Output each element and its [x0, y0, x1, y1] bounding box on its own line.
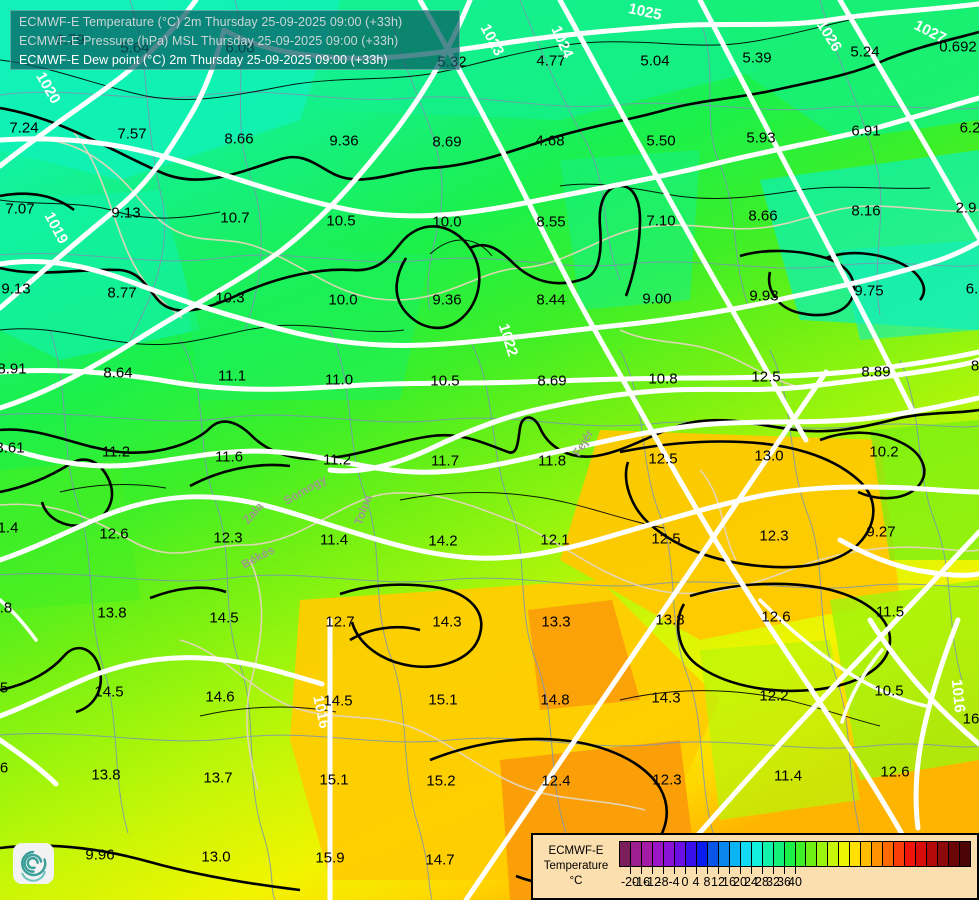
colorbar-swatch [707, 842, 719, 866]
colorbar-swatch [685, 842, 697, 866]
colorbar-tick-label: 32 [766, 875, 780, 889]
colorbar-tick-label: -12 [642, 875, 662, 889]
colorbar-tick [729, 867, 730, 874]
colorbar-tick-label: -20 [620, 875, 640, 889]
colorbar-tick-label: -16 [631, 875, 651, 889]
colorbar-swatch [872, 842, 884, 866]
colorbar-tick-label: 0 [681, 875, 689, 889]
colorbar-swatch [817, 842, 829, 866]
colorbar-tick-label: 4 [692, 875, 700, 889]
colorbar-swatch [839, 842, 851, 866]
colorbar-swatch [795, 842, 807, 866]
colorbar-tick-label: 12 [711, 875, 725, 889]
colorbar-swatch [630, 842, 642, 866]
colorbar-tick [795, 867, 796, 874]
colorbar-tick-label: 28 [755, 875, 769, 889]
colorbar-ticks [619, 867, 971, 875]
colorbar-swatch [773, 842, 785, 866]
colorbar-swatch [894, 842, 906, 866]
colorbar-tick [740, 867, 741, 874]
spiral-swirl-logo[interactable] [13, 843, 54, 884]
legend-caption-model: ECMWF-E [548, 845, 604, 857]
colorbar-tick-label: 40 [788, 875, 802, 889]
colorbar-tick-labels: -20 -16 -12 -8 -4 0 4 8 12 16 20 24 28 32 36 40 [619, 875, 971, 893]
colorbar-swatch [806, 842, 818, 866]
colorbar-tick [630, 867, 631, 874]
administrative-boundaries [0, 127, 979, 811]
colorbar-swatch [905, 842, 917, 866]
colorbar-tick [762, 867, 763, 874]
title-line-dewpoint: ECMWF-E Dew point (°C) 2m Thursday 25-09… [19, 53, 388, 67]
colorbar-tick [751, 867, 752, 874]
chart-title-box: ECMWF-E Temperature (°C) 2m Thursday 25-… [10, 10, 460, 70]
colorbar-swatch [620, 842, 631, 866]
legend-caption-unit: °C [569, 875, 583, 887]
title-line-temperature: ECMWF-E Temperature (°C) 2m Thursday 25-… [19, 15, 403, 29]
temperature-colorbar-legend: ECMWF-E Temperature °C -20 -16 -12 -8 -4 0 4 8 1… [531, 833, 979, 900]
colorbar-swatch [916, 842, 928, 866]
colorbar-tick-label: 16 [722, 875, 736, 889]
colorbar-swatch [652, 842, 664, 866]
colorbar-swatch [696, 842, 708, 866]
colorbar-swatch [740, 842, 752, 866]
colorbar-tick [663, 867, 664, 874]
colorbar-tick-label: 20 [733, 875, 747, 889]
colorbar-swatch [762, 842, 774, 866]
colorbar-swatch [938, 842, 950, 866]
colorbar-tick-label: -4 [668, 875, 680, 889]
colorbar-tick-label: -8 [657, 875, 669, 889]
colorbar-swatch [674, 842, 686, 866]
colorbar-swatch [861, 842, 873, 866]
colorbar-tick [674, 867, 675, 874]
colorbar-tick [784, 867, 785, 874]
pressure-isobars-secondary [0, 598, 928, 724]
colorbar-swatch [784, 842, 796, 866]
colorbar-tick [652, 867, 653, 874]
dewpoint-minor-contours [0, 13, 931, 727]
colorbar-tick [685, 867, 686, 874]
colorbar-swatch [850, 842, 862, 866]
colorbar-tick-label: 36 [777, 875, 791, 889]
colorbar-swatch [729, 842, 741, 866]
legend-caption: ECMWF-E Temperature °C [533, 835, 619, 898]
legend-caption-variable: Temperature [543, 860, 609, 872]
colorbar-swatch [641, 842, 653, 866]
colorbar-tick-label: 8 [703, 875, 711, 889]
colorbar-tick [707, 867, 708, 874]
colorbar-tick [696, 867, 697, 874]
colorbar-swatch [718, 842, 730, 866]
colorbar-tick [718, 867, 719, 874]
colorbar-swatch [927, 842, 939, 866]
colorbar-swatches [619, 841, 971, 867]
dewpoint-contours [0, 30, 979, 892]
colorbar-swatch [751, 842, 763, 866]
colorbar-swatch [960, 842, 970, 866]
title-line-pressure: ECMWF-E Pressure (hPa) MSL Thursday 25-0… [19, 34, 399, 48]
colorbar-swatch [663, 842, 675, 866]
colorbar-swatch [828, 842, 840, 866]
colorbar-swatch [949, 842, 961, 866]
legend-scale: -20 -16 -12 -8 -4 0 4 8 12 16 20 24 28 32 36 40 [619, 835, 977, 898]
colorbar-tick-label: 24 [744, 875, 758, 889]
colorbar-tick [773, 867, 774, 874]
colorbar-tick [641, 867, 642, 874]
colorbar-swatch [883, 842, 895, 866]
